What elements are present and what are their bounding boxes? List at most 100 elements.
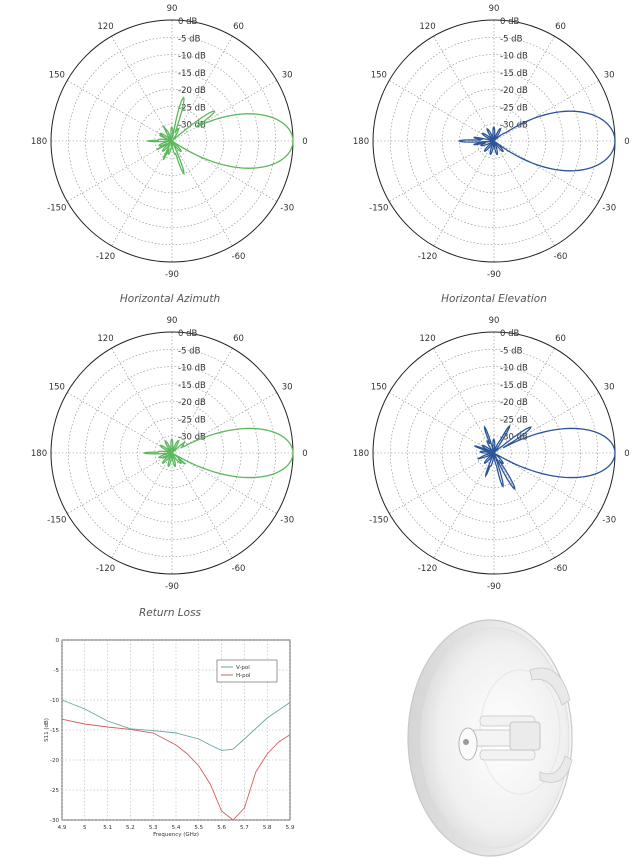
polar-angle-label: -60: [232, 564, 246, 574]
x-tick-label: 5.1: [103, 825, 112, 831]
polar-ring-label: -15 dB: [178, 69, 206, 79]
polar-grid-ring: [424, 383, 564, 523]
polar-ring-label: -25 dB: [178, 415, 206, 425]
y-tick-label: -30: [50, 818, 59, 824]
polar-grid-ring: [67, 348, 277, 558]
polar-grid-spoke: [171, 36, 233, 142]
radiation-pattern-trace: [145, 96, 294, 176]
polar-grid-spoke: [493, 80, 599, 142]
x-tick-label: 5.6: [217, 825, 226, 831]
polar-angle-label: 0: [302, 137, 307, 147]
mount-bracket-lower: [539, 755, 573, 783]
polar-grid-spoke: [171, 452, 277, 514]
polar-grid-ring: [154, 435, 190, 471]
polar-grid-ring: [85, 366, 259, 540]
x-tick-label: 5.2: [126, 825, 135, 831]
polar-grid-ring: [459, 418, 529, 488]
polar-ring-label: 0 dB: [178, 329, 198, 339]
polar-grid-ring: [67, 36, 277, 246]
polar-angle-label: 120: [419, 22, 435, 32]
polar-grid-ring: [407, 54, 581, 228]
polar-grid-ring: [459, 106, 529, 176]
series-line-v-pol: [61, 699, 291, 751]
polar-grid-ring: [137, 418, 207, 488]
polar-grid-spoke: [111, 36, 173, 142]
radio-module: [509, 721, 541, 751]
polar-ring-label: -20 dB: [178, 86, 206, 96]
x-tick-label: 5.9: [286, 825, 295, 831]
polar-angle-label: 90: [167, 316, 178, 326]
x-tick-label: 5: [83, 825, 87, 831]
polar-grid-ring: [389, 36, 599, 246]
mount-bracket: [529, 667, 571, 706]
polar-ring-label: 0 dB: [500, 17, 520, 27]
polar-grid-spoke: [493, 140, 599, 202]
polar-ring-label: -10 dB: [178, 364, 206, 374]
x-axis-label: Frequency (GHz): [153, 832, 199, 838]
polar-grid-ring: [119, 400, 225, 506]
polar-ring-label: -15 dB: [500, 381, 528, 391]
x-tick-label: 4.9: [58, 825, 67, 831]
y-tick-label: -10: [50, 698, 59, 704]
polar-ring-label: -20 dB: [500, 86, 528, 96]
polar-angle-label: -90: [487, 582, 501, 592]
polar-grid-spoke: [389, 452, 495, 514]
polar-angle-label: 150: [371, 71, 387, 81]
polar-angle-label: 30: [282, 383, 293, 393]
polar-grid-spoke: [171, 140, 277, 202]
polar-grid-ring: [102, 383, 242, 523]
polar-ring-label: -10 dB: [500, 364, 528, 374]
polar-chart-horizontal-azimuth-top: 0 dB -5 dB -10 dB -15 dB -20 dB -25 dB -30 dB 9…: [31, 4, 308, 280]
radiation-pattern-trace: [457, 110, 616, 172]
polar-grid-spoke: [111, 348, 173, 454]
polar-chart-horizontal-elevation-top: 0 dB -5 dB -10 dB -15 dB -20 dB -25 dB -30 dB 9…: [353, 4, 630, 280]
polar-grid-ring: [476, 435, 512, 471]
polar-grid-spoke: [493, 452, 599, 514]
polar-angle-label: 90: [489, 316, 500, 326]
polar-grid-spoke: [433, 140, 495, 246]
polar-angle-label: -30: [280, 516, 294, 526]
return-loss-chart: 4.9 5 5.1 5.2 5.3 5.4 5.5 5.6 5.7 5.8 5.9 0 -5 -10 -15…: [44, 638, 295, 838]
polar-grid-spoke: [67, 140, 173, 202]
polar-grid-ring: [137, 106, 207, 176]
polar-grid-spoke: [111, 452, 173, 558]
polar-grid-spoke: [389, 80, 495, 142]
y-axis-label: S11 (dB): [44, 718, 50, 742]
x-tick-label: 5.8: [263, 825, 272, 831]
polar-ring-label: -25 dB: [500, 415, 528, 425]
polar-grid-spoke: [493, 140, 555, 246]
polar-angle-label: 150: [49, 71, 65, 81]
polar-angle-label: -120: [96, 252, 115, 262]
polar-grid-ring: [441, 400, 547, 506]
polar-angle-label: 0: [302, 449, 307, 459]
polar-angle-label: -60: [232, 252, 246, 262]
polar-angle-label: 60: [555, 334, 566, 344]
polar-angle-label: 30: [604, 383, 615, 393]
polar-angle-label: -30: [602, 204, 616, 214]
polar-grid-spoke: [493, 392, 599, 454]
polar-angle-label: -30: [602, 516, 616, 526]
polar-angle-label: 60: [233, 22, 244, 32]
polar-ring-label: -5 dB: [500, 34, 523, 44]
legend-box: [216, 659, 278, 683]
radiation-pattern-trace: [474, 424, 616, 491]
y-tick-label: -15: [50, 728, 59, 734]
polar-grid-spoke: [433, 36, 495, 142]
polar-ring-label: -5 dB: [178, 346, 201, 356]
polar-angle-label: 180: [31, 449, 47, 459]
polar-grid-spoke: [389, 140, 495, 202]
polar-grid-ring: [441, 88, 547, 194]
polar-ring-label: -25 dB: [178, 103, 206, 113]
polar-chart-mid-right: 0 dB-5 dB-10 dB-15 dB-20 dB-25 dB-30 dB9…: [353, 316, 630, 592]
polar-angle-label: -150: [47, 204, 66, 214]
polar-grid-spoke: [433, 452, 495, 558]
x-tick-label: 5.3: [149, 825, 158, 831]
polar-grid-spoke: [171, 80, 277, 142]
feed-arm-lower: [479, 749, 536, 761]
polar-grid-spoke: [67, 392, 173, 454]
polar-angle-label: 60: [233, 334, 244, 344]
polar-grid-spoke: [67, 80, 173, 142]
polar-ring-label: -30 dB: [178, 433, 206, 443]
caption-return-loss: Return Loss: [138, 607, 202, 619]
polar-grid-ring: [85, 54, 259, 228]
